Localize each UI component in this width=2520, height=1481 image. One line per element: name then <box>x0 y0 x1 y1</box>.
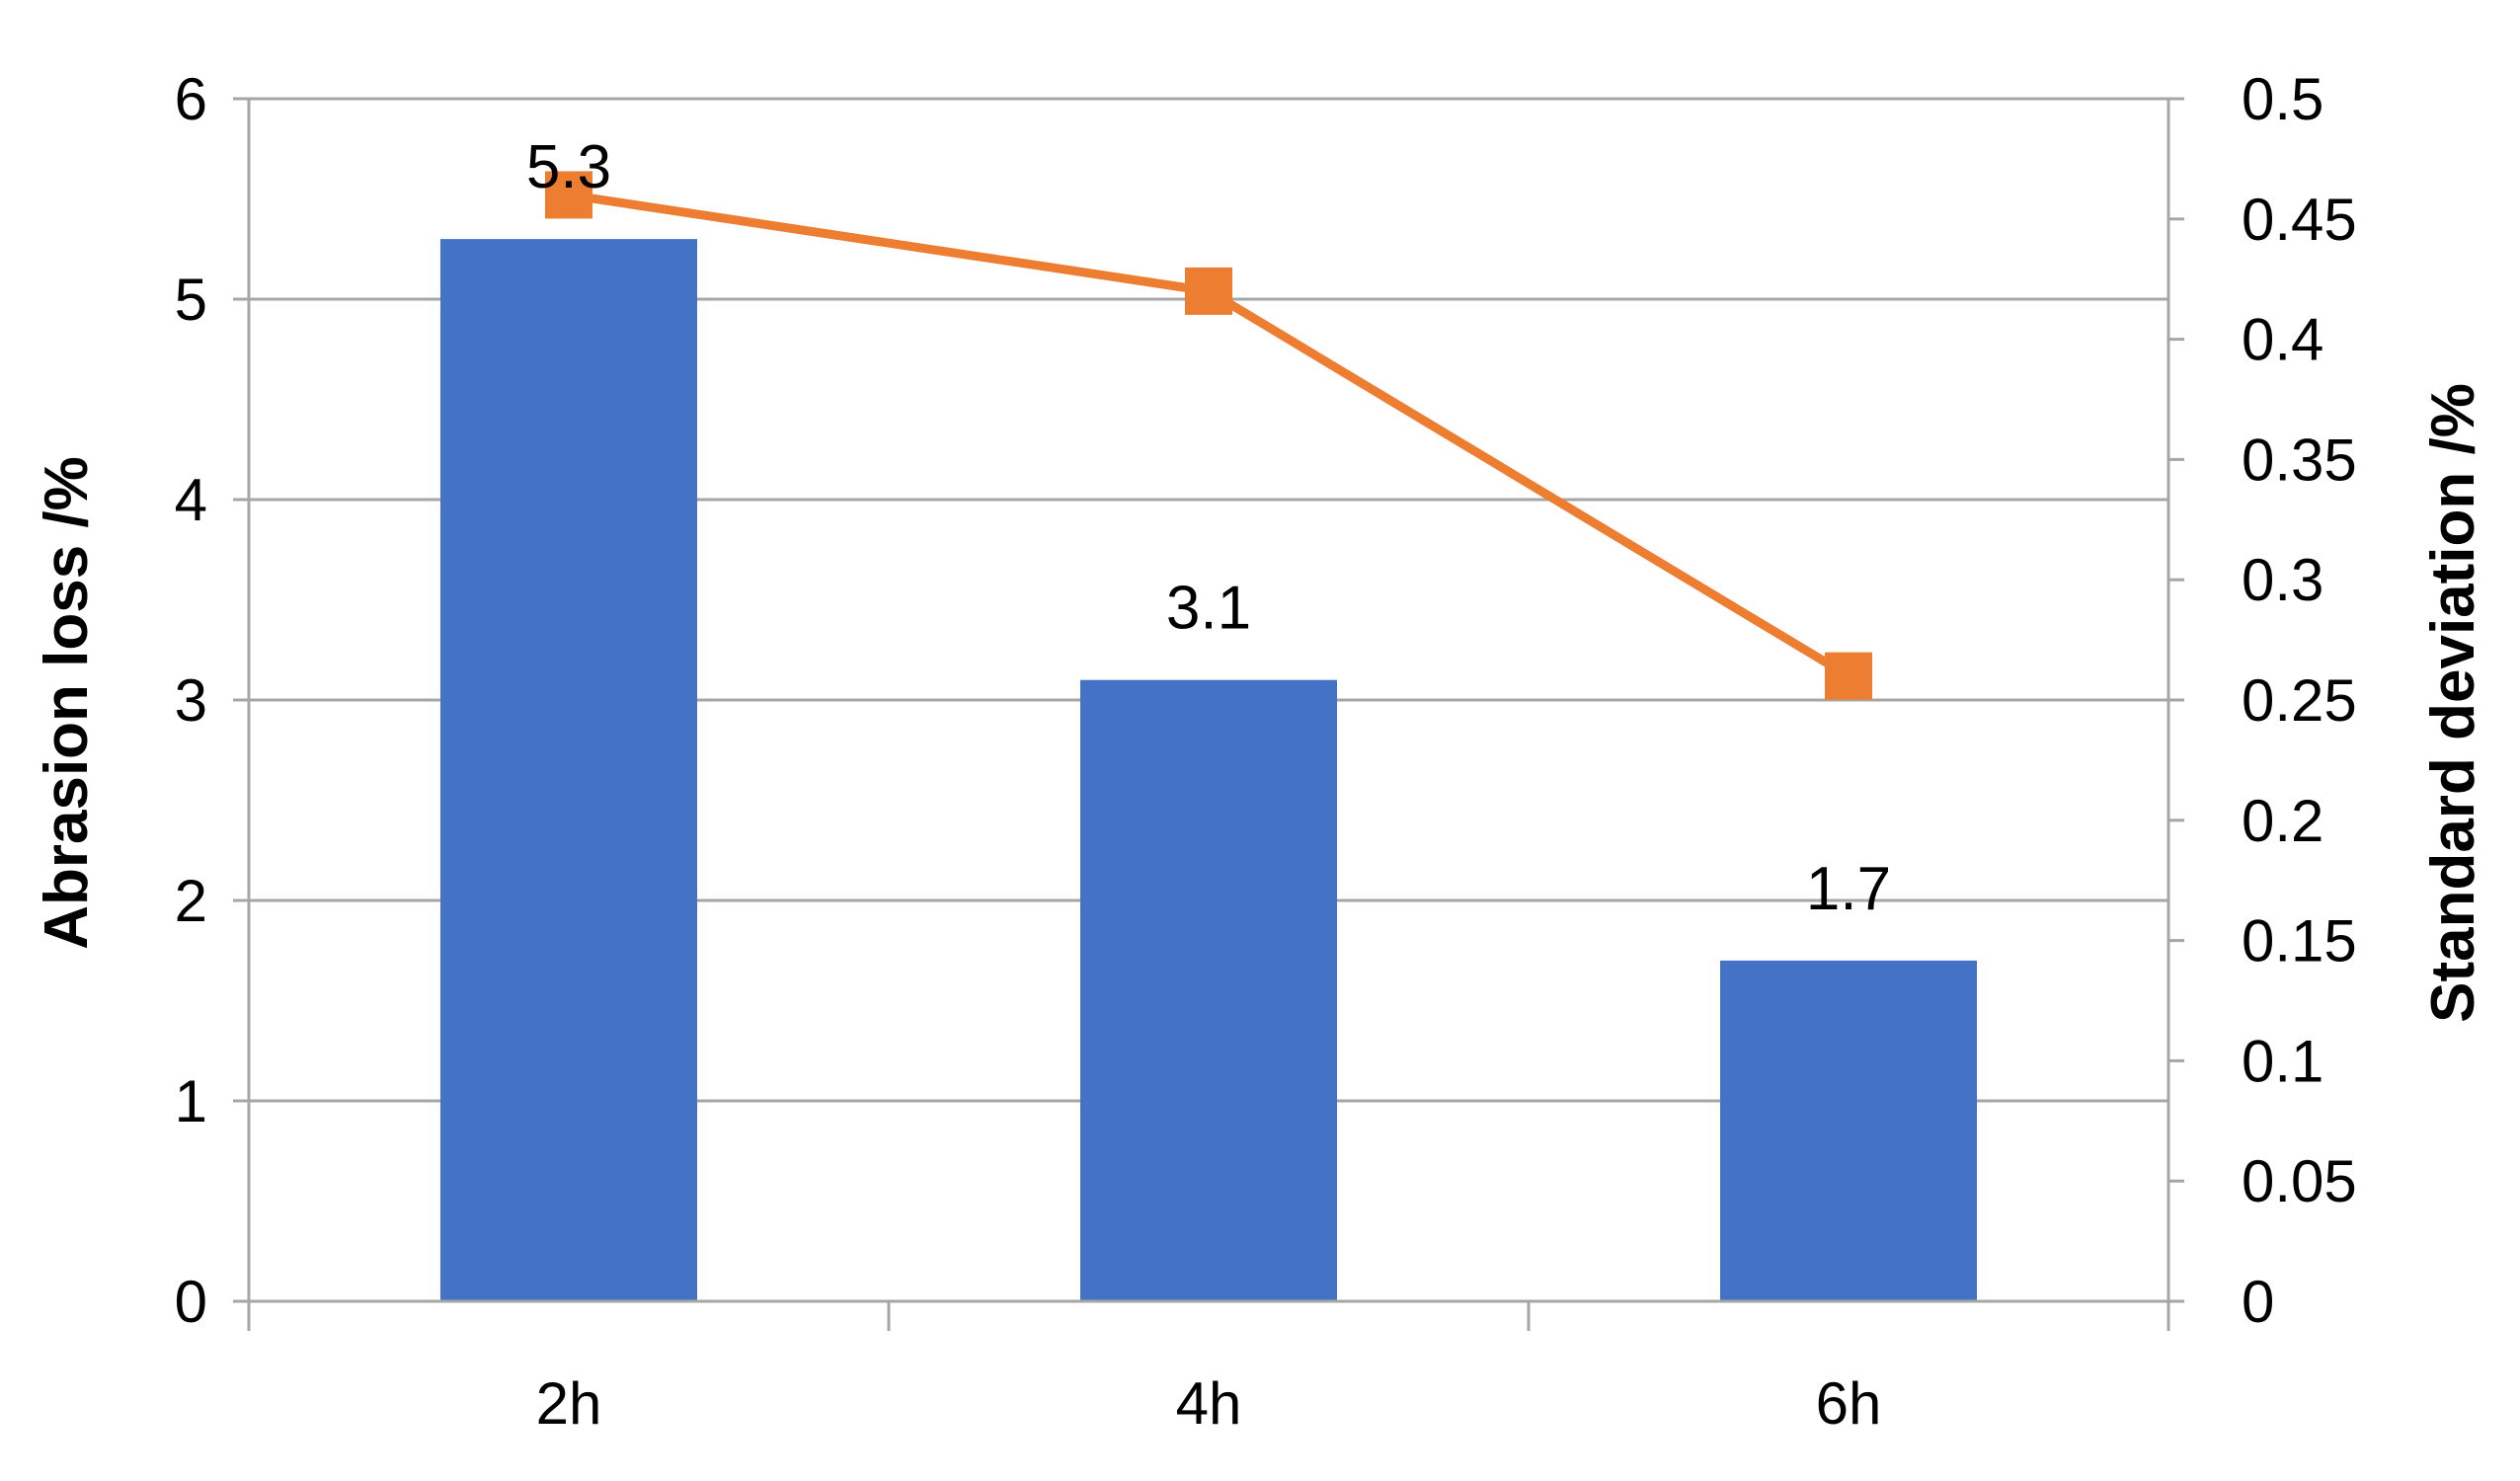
std-dev-marker-2h <box>545 171 592 219</box>
y2-axis-title: Standard deviation /% <box>2419 383 2487 1023</box>
bar-6h <box>1720 960 1977 1301</box>
y2-tick-label: 0.45 <box>2242 187 2357 253</box>
bar-data-label: 3.1 <box>1166 575 1251 643</box>
y2-tick-label: 0.35 <box>2242 427 2357 493</box>
y2-tick-label: 0.2 <box>2242 788 2323 854</box>
y-tick-label: 2 <box>175 868 207 934</box>
bar-data-label: 5.3 <box>526 133 611 201</box>
y-tick-label: 3 <box>175 667 207 734</box>
x-tick-label: 4h <box>1176 1370 1242 1437</box>
std-dev-marker-6h <box>1825 652 1872 700</box>
y-tick-label: 4 <box>175 467 207 533</box>
y-tick-label: 0 <box>175 1269 207 1335</box>
y-tick-label: 5 <box>175 267 207 333</box>
y2-tick-label: 0 <box>2242 1269 2274 1335</box>
line-series <box>545 171 1872 700</box>
y2-tick-label: 0.4 <box>2242 307 2323 373</box>
axes <box>233 97 2184 1331</box>
y2-tick-label: 0.3 <box>2242 547 2323 613</box>
x-tick-label: 6h <box>1816 1370 1882 1437</box>
y-axis-title: Abrasion loss /% <box>33 456 101 950</box>
bar-2h <box>440 239 697 1302</box>
y2-tick-label: 0.1 <box>2242 1028 2323 1094</box>
y2-tick-label: 0.15 <box>2242 908 2357 974</box>
y2-tick-label: 0.25 <box>2242 667 2357 734</box>
x-tick-label: 2h <box>536 1370 602 1437</box>
y-tick-label: 6 <box>175 66 207 132</box>
bar-4h <box>1080 679 1337 1301</box>
labels: 0 1 2 3 4 5 6 0 0.05 0.1 0.15 0.2 0.25 0.3 0.35 0.4 0.45… <box>175 66 2357 1437</box>
std-dev-marker-4h <box>1185 267 1232 315</box>
y2-tick-label: 0.5 <box>2242 66 2323 132</box>
bar-data-label: 1.7 <box>1806 855 1891 923</box>
y2-tick-label: 0.05 <box>2242 1148 2357 1214</box>
bar-series <box>440 239 1977 1302</box>
y-tick-label: 1 <box>175 1068 207 1134</box>
